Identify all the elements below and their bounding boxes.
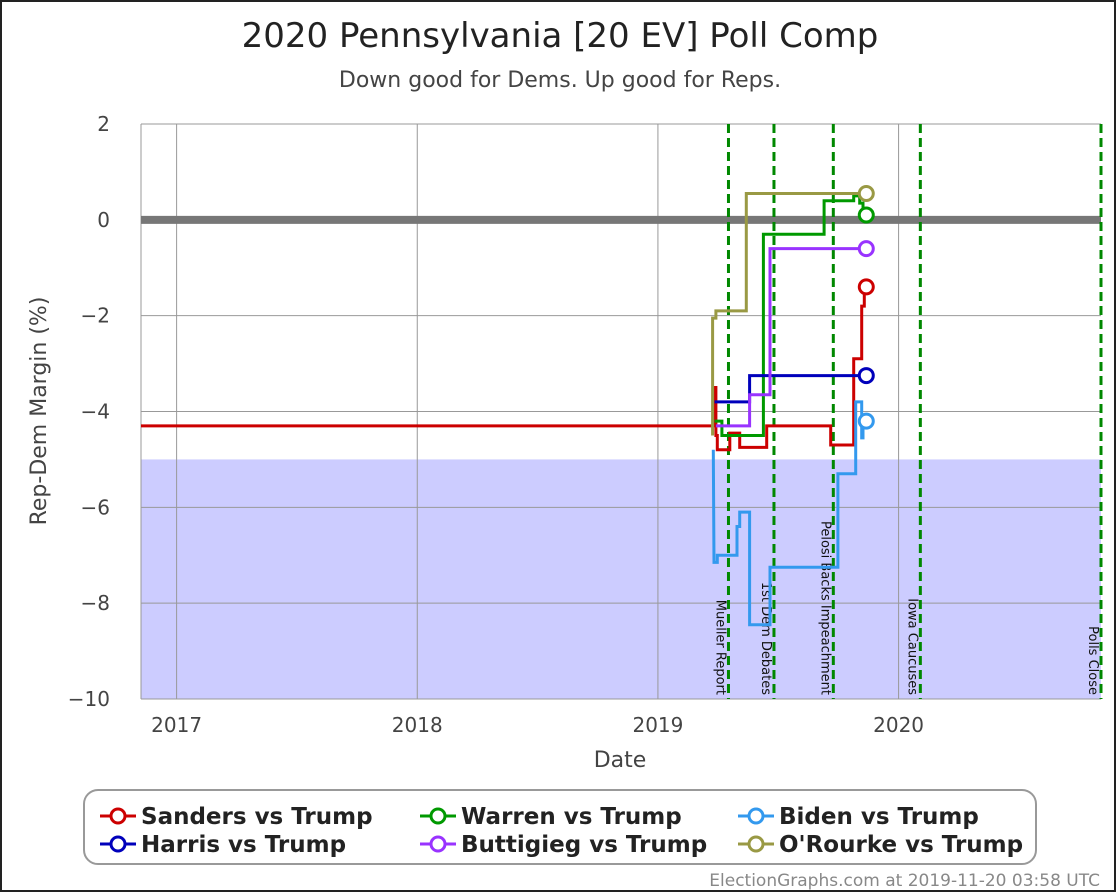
event-label: Mueller Report [712,600,727,695]
chart-title: 2020 Pennsylvania [20 EV] Poll Comp [242,16,879,56]
chart-subtitle: Down good for Dems. Up good for Reps. [339,68,781,93]
legend-entry-label: Warren vs Trump [461,804,682,830]
legend-swatch-marker [747,807,765,825]
series-endpoint [857,278,875,296]
legend: Sanders vs Trump Warren vs Trump Biden vs … [83,789,1037,865]
x-axis-label: Date [594,748,647,773]
x-tick-label: 2018 [392,713,443,737]
y-tick-label: −4 [81,400,110,424]
y-tick-label: −2 [81,304,110,328]
legend-entry-label: Harris vs Trump [141,832,346,858]
series-line [141,285,867,452]
x-tick-labels: 2017 2018 2019 2020 [151,713,924,737]
shaded-region [141,459,1101,699]
x-tick-label: 2019 [632,713,683,737]
event-label: Pelosi Backs Impeachment [817,521,832,695]
legend-entry-label: O'Rourke vs Trump [779,832,1023,858]
legend-entry-label: Sanders vs Trump [141,804,373,830]
series-line [714,194,867,437]
series-line [714,374,867,404]
x-tick-label: 2017 [151,713,202,737]
legend-swatch-marker [109,807,127,825]
series-endpoint [857,184,875,202]
y-tick-label: 0 [97,208,110,232]
y-tick-label: −8 [81,591,110,615]
legend-swatch-marker [429,807,447,825]
series-endpoint [857,412,875,430]
footer-credit: ElectionGraphs.com at 2019-11-20 03:58 U… [709,871,1100,891]
y-axis-label: Rep-Dem Margin (%) [27,297,52,526]
legend-box [83,789,1037,865]
legend-swatch-marker [429,835,447,853]
series-lines [141,184,875,627]
event-markers: Mueller Report 1st Dem Debates Pelosi Back… [712,124,1103,699]
event-label: Iowa Caucuses [904,598,919,695]
event-label: Polls Close [1085,626,1100,695]
y-tick-labels: 2 0 −2 −4 −6 −8 −10 [68,112,110,711]
plot-area: Mueller Report 1st Dem Debates Pelosi Back… [140,123,1103,700]
y-tick-label: −6 [81,495,110,519]
series-endpoint [857,240,875,258]
series-line [715,247,867,428]
x-tick-label: 2020 [873,713,924,737]
series-line [711,192,867,436]
y-tick-label: 2 [97,112,110,136]
legend-entry-label: Buttigieg vs Trump [461,832,707,858]
series-endpoint [857,367,875,385]
legend-swatch-marker [109,835,127,853]
series-endpoint [857,206,875,224]
legend-swatch-marker [747,835,765,853]
legend-entry-label: Biden vs Trump [779,804,979,830]
y-tick-label: −10 [68,687,110,711]
